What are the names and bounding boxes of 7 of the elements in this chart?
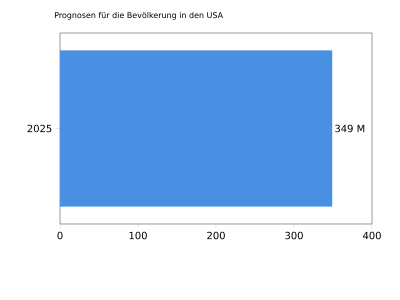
x-tick-label: 200 <box>207 232 225 240</box>
y-tick-label: 2025 <box>28 124 52 132</box>
x-tick-label: 300 <box>285 232 303 240</box>
data-label: 349 M <box>335 124 364 132</box>
x-tick-label: 400 <box>362 232 381 240</box>
x-tick-label: 100 <box>130 232 147 240</box>
x-tick-label: 0 <box>57 232 63 240</box>
